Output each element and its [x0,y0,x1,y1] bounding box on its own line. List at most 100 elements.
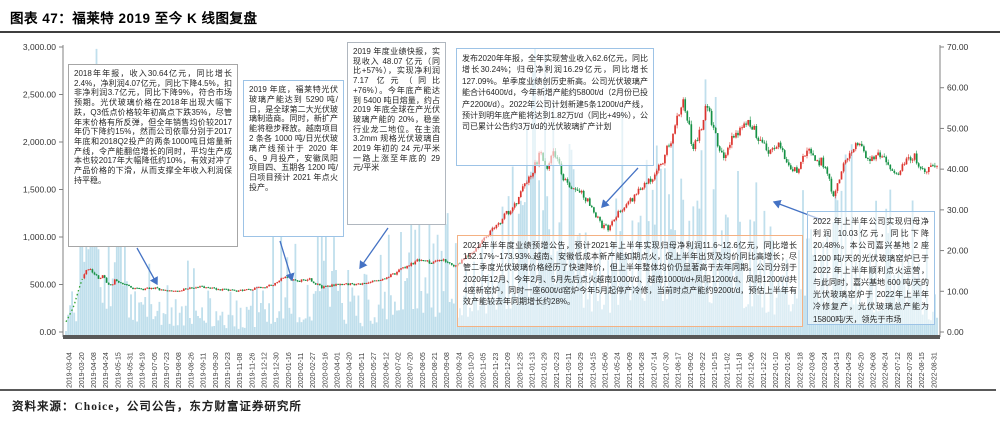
x-axis-label: 2022-03-24 [822,352,829,388]
x-axis-label: 2021-10-15 [712,352,719,388]
y-axis-label-left: 500.00 [30,280,56,290]
x-axis-label: 2020-08-21 [432,352,439,388]
x-axis-label: 2019-04-24 [103,352,110,388]
y-axis-label-left: 0.00 [39,327,56,337]
x-axis-label: 2019-12-12 [262,352,269,388]
annotation-box-2019-results: 2019 年度业绩快报，实现收入 48.07 亿元（同比+57%），实现净利润 … [347,42,446,225]
x-axis-band [63,335,940,339]
x-axis-label: 2022-04-13 [834,352,841,388]
x-axis-label: 2021-02-23 [554,352,561,388]
x-axis-label: 2021-06-28 [639,352,646,388]
x-axis-label: 2020-05-11 [359,353,366,388]
x-axis-label: 2022-02-18 [797,352,804,388]
x-axis-label: 2021-05-06 [603,352,610,388]
y-axis-label-right: 20.00 [947,246,969,256]
y-axis-label-right: 0.00 [947,327,964,337]
x-axis-label: 2021-01-29 [542,352,549,388]
y-axis-label-left: 1,500.00 [23,185,56,195]
x-axis-label: 2021-08-17 [676,352,683,388]
down-candle-bodies [91,99,936,292]
y-axis-label-right: 50.00 [947,123,969,133]
x-axis-label: 2020-11-23 [493,353,500,388]
y-axis-label-left: 3,000.00 [23,42,56,52]
box-2019-results-arrow [359,227,389,270]
y-axis-label-left: 2,500.00 [23,90,56,100]
x-axis-label: 2020-02-11 [298,353,305,388]
x-axis-label: 2021-01-13 [530,352,537,388]
x-axis-label: 2022-07-28 [907,352,914,388]
x-axis-label: 2022-08-15 [919,352,926,388]
x-axis-label: 2020-10-20 [469,352,476,388]
x-axis-label: 2019-07-05 [152,352,159,388]
x-axis-label: 2019-08-08 [176,352,183,388]
x-axis-label: 2022-01-26 [785,352,792,388]
x-axis-label: 2020-07-02 [396,352,403,388]
x-axis-label: 2022-01-10 [773,352,780,388]
x-axis-label: 2020-06-12 [383,352,390,388]
x-axis-label: 2019-06-19 [140,352,147,388]
x-axis-label: 2021-12-22 [761,352,768,388]
box-2020-annual-arrow [601,167,639,208]
y-axis-label-right: 40.00 [947,164,969,174]
footer-divider [0,389,996,391]
x-axis-label: 2021-09-02 [688,352,695,388]
annotation-box-2021-preannounce: 2021年半年度业绩预增公告，预计2021年上半年实现归母净利润11.6~12.… [457,235,803,327]
x-axis-label: 2019-03-20 [79,352,86,388]
y-axis-label-right: 60.00 [947,83,969,93]
x-axis-label: 2019-09-11 [201,353,208,388]
x-axis-label: 2019-05-15 [115,352,122,388]
y-axis-label-right: 70.00 [947,42,969,52]
x-axis-label: 2019-09-30 [213,352,220,388]
figure-title: 图表 47：福莱特 2019 至今 K 线图复盘 [10,11,258,26]
x-axis-label: 2022-08-31 [931,352,938,388]
x-axis-label: 2020-12-09 [505,352,512,388]
x-axis-label: 2020-01-16 [286,352,293,388]
x-axis-label: 2020-02-27 [310,352,317,388]
box-2018-annual-arrow [136,247,158,286]
x-axis-label: 2022-07-12 [895,352,902,388]
annotation-box-2022-interim: 2022 年上半年公司实现归母净利润 10.03亿元，同比下降 20.48%。本… [807,211,935,325]
x-axis-label: 2021-07-14 [651,352,658,388]
y-axis-label-left: 2,000.00 [23,137,56,147]
x-axis-label: 2022-04-29 [846,352,853,388]
x-axis-label: 2020-07-20 [408,352,415,388]
x-axis-label: 2021-03-11 [566,353,573,388]
x-axis-label: 2022-06-24 [883,352,890,388]
x-axis-label: 2021-12-06 [749,352,756,388]
x-axis-label: 2020-05-27 [371,352,378,388]
x-axis-label: 2019-07-23 [164,352,171,388]
y-axis-label-right: 10.00 [947,286,969,296]
x-axis-label: 2020-08-05 [420,352,427,388]
x-axis-label: 2020-09-24 [456,352,463,388]
x-axis-label: 2020-09-08 [444,352,451,388]
box-2019-capacity-arrow [279,240,295,282]
x-axis-label: 2019-11-08 [237,353,244,388]
x-axis-label: 2020-12-25 [517,352,524,388]
x-axis-label: 2021-07-30 [663,352,670,388]
x-axis-label: 2021-05-24 [615,352,622,388]
x-axis-label: 2019-10-23 [225,352,232,388]
x-axis-label: 2022-03-08 [810,352,817,388]
x-axis-label: 2019-04-08 [91,352,98,388]
figure-source: 资料来源：Choice，公司公告，东方财富证券研究所 [12,401,302,413]
x-axis-label: 2019-05-31 [128,352,135,388]
x-axis-label: 2020-04-01 [335,352,342,388]
ipo-dotted-line [65,278,83,323]
x-axis-label: 2021-09-22 [700,352,707,388]
up-candle-bodies [83,99,938,292]
x-axis-label: 2021-03-29 [578,352,585,388]
x-axis-label: 2019-08-26 [188,352,195,388]
x-axis-label: 2020-04-20 [347,352,354,388]
x-axis-label: 2021-04-15 [590,352,597,388]
title-divider [0,31,1000,33]
x-axis-label: 2019-11-26 [249,353,256,388]
y-axis-label-left: 1,000.00 [23,232,56,242]
x-axis-label: 2020-11-05 [481,353,488,388]
x-axis-label: 2022-05-20 [858,352,865,388]
x-axis-label: 2021-11-18 [737,353,744,388]
x-axis-label: 2021-11-02 [724,353,731,388]
y-axis-label-right: 30.00 [947,205,969,215]
x-axis-label: 2019-03-04 [67,352,74,388]
x-axis-label: 2021-06-09 [627,352,634,388]
